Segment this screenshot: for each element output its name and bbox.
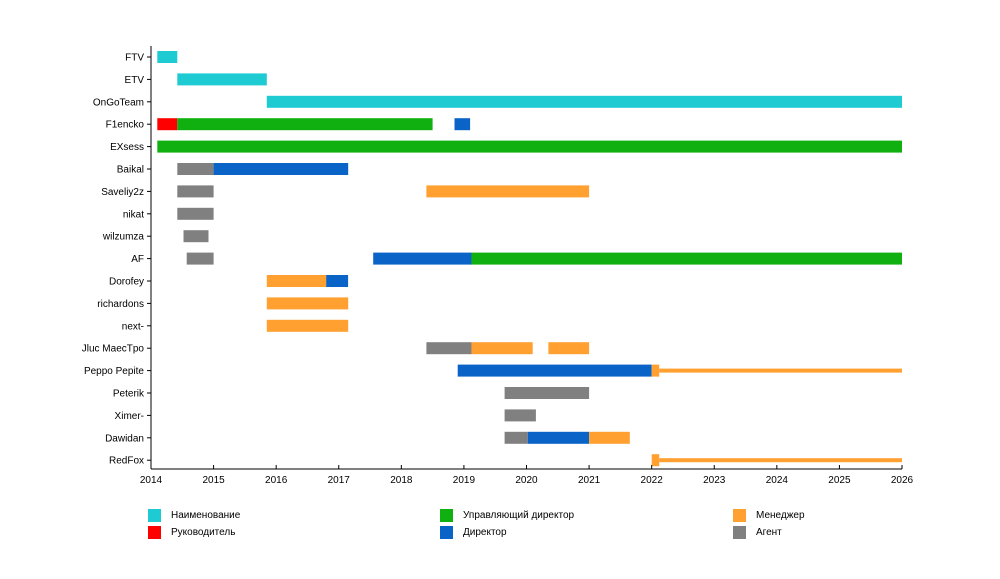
bar-name xyxy=(157,51,178,63)
y-tick-label: Jluc MaecTpo xyxy=(82,344,145,355)
bar-agent xyxy=(426,342,472,355)
x-tick-label: 2017 xyxy=(328,475,351,486)
bar-name xyxy=(177,73,267,86)
y-tick-label: ETV xyxy=(125,75,145,86)
x-tick-label: 2024 xyxy=(766,475,789,486)
bar-director xyxy=(326,275,349,287)
bar-manager xyxy=(266,319,349,332)
bar-manager xyxy=(471,342,533,355)
bar-agent xyxy=(177,163,214,175)
y-tick-label: F1encko xyxy=(106,120,145,131)
bar-manager xyxy=(659,368,902,373)
y-tick-label: Peterik xyxy=(113,389,145,400)
x-tick-label: 2015 xyxy=(202,475,225,486)
bar-manager xyxy=(426,185,590,198)
bar-leader xyxy=(157,118,178,131)
bar-agent xyxy=(186,252,214,265)
bar-manager xyxy=(548,342,590,355)
bar-manager xyxy=(589,431,630,444)
bar-director xyxy=(213,163,349,175)
x-tick-label: 2023 xyxy=(703,475,726,486)
bar-md xyxy=(471,252,902,265)
x-tick-label: 2022 xyxy=(641,475,664,486)
y-tick-label: AF xyxy=(131,254,144,265)
x-tick-label: 2019 xyxy=(453,475,476,486)
y-tick-label: Ximer- xyxy=(115,411,144,422)
x-tick-label: 2025 xyxy=(828,475,851,486)
bar-director xyxy=(457,364,652,377)
y-tick-label: Baikal xyxy=(117,165,144,176)
bar-agent xyxy=(183,230,209,243)
y-tick-label: richardons xyxy=(97,299,144,310)
bar-agent xyxy=(504,409,536,422)
x-tick-label: 2020 xyxy=(515,475,538,486)
y-tick-label: RedFox xyxy=(109,456,144,467)
x-tick-label: 2014 xyxy=(140,475,163,486)
x-tick-label: 2018 xyxy=(390,475,413,486)
bar-director xyxy=(373,252,472,265)
y-tick-label: nikat xyxy=(123,209,144,220)
y-tick-label: Dorofey xyxy=(109,277,144,288)
bar-director xyxy=(527,431,590,444)
y-tick-label: FTV xyxy=(125,53,144,64)
y-tick-label: Peppo Pepite xyxy=(84,366,144,377)
y-tick-label: Saveliy2z xyxy=(101,187,144,198)
x-tick-label: 2016 xyxy=(265,475,288,486)
bar-manager xyxy=(266,275,327,287)
bar-manager xyxy=(651,364,660,377)
y-tick-label: next- xyxy=(122,321,144,332)
bar-manager xyxy=(266,297,349,310)
bar-md xyxy=(157,140,903,153)
y-tick-label: Dawidan xyxy=(105,433,144,444)
bar-agent xyxy=(504,387,590,399)
y-tick-label: wilzumza xyxy=(102,232,145,243)
bar-manager xyxy=(651,454,660,467)
bar-name xyxy=(266,95,902,108)
y-tick-label: EXsess xyxy=(110,142,144,153)
x-tick-label: 2021 xyxy=(578,475,601,486)
bar-manager xyxy=(659,458,902,463)
bar-director xyxy=(454,118,471,131)
bar-md xyxy=(177,118,433,131)
bar-agent xyxy=(177,207,214,220)
bar-agent xyxy=(504,431,528,444)
x-tick-label: 2026 xyxy=(891,475,914,486)
y-tick-label: OnGoTeam xyxy=(93,97,144,108)
bar-agent xyxy=(177,185,214,198)
